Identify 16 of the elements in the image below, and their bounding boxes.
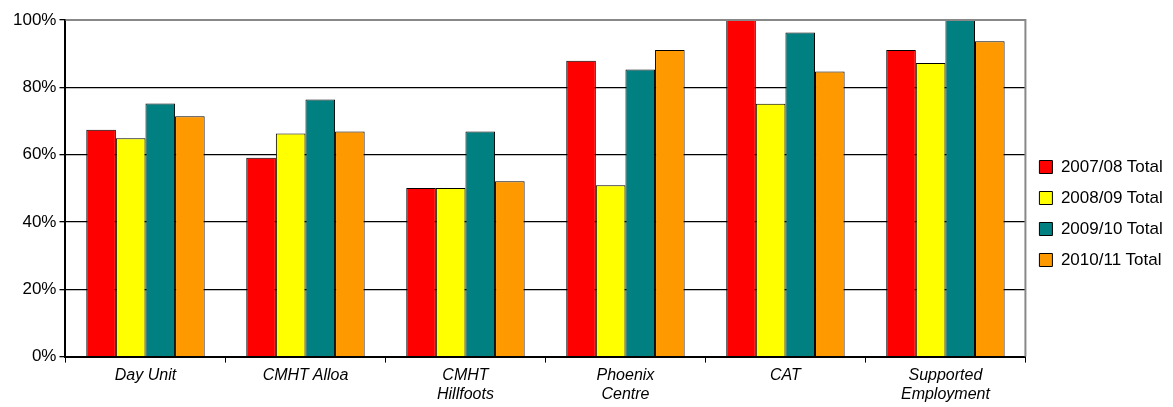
- legend-label: 2008/09 Total: [1060, 187, 1163, 207]
- y-tick-label: 100%: [13, 9, 57, 29]
- y-tick-label: 80%: [22, 77, 57, 97]
- legend-label: 2009/10 Total: [1060, 218, 1163, 238]
- x-tick-label: CAT: [770, 365, 803, 383]
- y-tick-label: 60%: [22, 144, 57, 164]
- legend-label: 2007/08 Total: [1060, 156, 1163, 176]
- x-tick-label: Supported Employment: [900, 365, 991, 402]
- y-tick-label: 0%: [31, 346, 57, 366]
- x-tick-label: Day Unit: [114, 365, 177, 383]
- x-tick-label: CMHT Alloa: [262, 365, 349, 383]
- legend-label: 2010/11 Total: [1060, 249, 1162, 269]
- x-tick-label: Phoenix Centre: [596, 365, 656, 402]
- x-tick-label: CMHT Hillfoots: [437, 365, 494, 402]
- y-tick-label: 20%: [22, 278, 57, 298]
- y-tick-label: 40%: [22, 211, 57, 231]
